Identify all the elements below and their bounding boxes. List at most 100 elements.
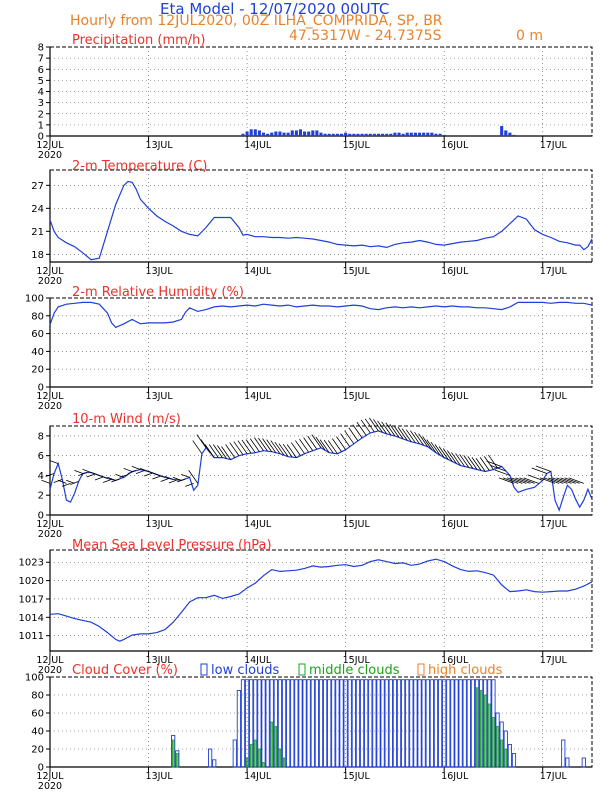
x-tick-label: 17JUL (540, 519, 568, 530)
wind-barb (78, 472, 88, 476)
wind-barb (102, 479, 112, 483)
wind-barb (418, 433, 429, 447)
wind-barb (270, 440, 281, 454)
wind-barb (393, 425, 404, 440)
y-tick-label: 0 (38, 763, 44, 774)
y-tick-label: 3 (38, 98, 44, 109)
low-cloud-bar (331, 679, 336, 768)
wind-barb (156, 473, 166, 478)
wind-barb (548, 477, 564, 484)
precip-bar (413, 132, 417, 136)
x-tick-label: 16JUL (441, 771, 469, 782)
y-tick-label: 18 (31, 250, 44, 261)
wind-barb (119, 474, 129, 478)
low-cloud-bar (396, 679, 402, 768)
wind-barb (519, 477, 535, 484)
series-line (49, 180, 593, 261)
middle-cloud-bar (254, 739, 257, 768)
wind-barb (307, 435, 318, 450)
wind-barb (332, 438, 342, 452)
wind-barb (176, 478, 186, 483)
middle-cloud-bar (475, 687, 479, 768)
y-tick-label: 1020 (19, 576, 44, 587)
chart-title: Eta Model - 12/07/2020 00UTC (160, 0, 390, 18)
x-tick-label: 16JUL (441, 391, 469, 402)
wind-barb (290, 442, 301, 456)
wind-barb (221, 446, 231, 460)
wind-barb (148, 471, 157, 475)
low-cloud-bar (236, 690, 241, 768)
wind-barb (278, 443, 289, 457)
x-tick-label: 17JUL (540, 655, 568, 666)
precip-bar (303, 131, 307, 136)
y-tick-label: 80 (31, 311, 44, 322)
wind-barb (531, 467, 547, 474)
precip-bar (344, 132, 348, 136)
wind-barb (336, 436, 346, 450)
low-cloud-bar (565, 757, 570, 768)
wind-barb (381, 421, 392, 436)
middle-cloud-bar (484, 694, 487, 768)
x-year-label: 2020 (38, 150, 62, 161)
wind-barb (488, 454, 498, 469)
low-cloud-bar (417, 679, 422, 768)
y-tick-label: 4 (38, 471, 44, 482)
x-tick-label: 15JUL (343, 655, 371, 666)
x-tick-label: 14JUL (244, 140, 272, 151)
precip-bar (294, 130, 298, 136)
wind-barb (486, 460, 502, 467)
low-cloud-bar (372, 679, 377, 768)
series-line (49, 558, 593, 642)
wind-barb (311, 434, 322, 448)
wind-barb (115, 473, 125, 478)
wind-barb (543, 477, 560, 484)
wind-barb (144, 472, 153, 477)
wind-barb (274, 441, 285, 456)
middle-cloud-bar (278, 748, 282, 768)
y-tick-label: 5 (38, 76, 44, 87)
wind-barb (192, 440, 203, 454)
low-cloud-bar (368, 679, 373, 768)
wind-barb (86, 473, 96, 478)
x-tick-label: 12JUL (36, 266, 64, 277)
wind-barb (364, 418, 375, 433)
x-tick-label: 12JUL (36, 655, 64, 666)
wind-barb (131, 466, 141, 470)
precip-bar (372, 133, 376, 136)
y-tick-label: 1014 (19, 613, 44, 624)
x-tick-label: 13JUL (146, 391, 174, 402)
wind-barb (451, 452, 461, 466)
y-tick-label: 2 (38, 491, 44, 502)
wind-barb (515, 477, 531, 484)
station-elevation: 0 m (516, 28, 543, 44)
wind-barb (254, 437, 264, 451)
wind-barb (560, 477, 576, 484)
wind-barb (568, 477, 584, 484)
y-tick-label: 60 (31, 709, 44, 720)
middle-cloud-bar (480, 690, 483, 768)
low-cloud-bar (433, 679, 439, 768)
wind-barb (212, 444, 223, 458)
precip-bar (331, 133, 335, 136)
precip-bar (307, 131, 311, 136)
x-tick-label: 16JUL (441, 140, 469, 151)
low-cloud-bar (507, 744, 512, 768)
legend-label: low clouds (211, 663, 280, 678)
wind-barb (527, 474, 543, 481)
chart-subtitle: Hourly from 12JUL2020, 00Z ILHA_COMPRIDA… (70, 13, 443, 29)
y-tick-label: 2 (38, 109, 44, 120)
x-tick-label: 16JUL (441, 266, 469, 277)
y-tick-label: 6 (38, 451, 44, 462)
x-tick-label: 13JUL (146, 771, 174, 782)
precip-bar (249, 129, 253, 136)
low-cloud-bar (437, 679, 443, 768)
wind-barb (455, 453, 466, 467)
wind-barb (360, 419, 371, 434)
wind-barb (123, 468, 133, 472)
precip-bar (290, 130, 294, 136)
y-tick-label: 100 (25, 673, 44, 684)
low-cloud-bar (240, 679, 246, 768)
x-year-label: 2020 (38, 781, 62, 792)
wind-barb (340, 433, 351, 447)
wind-barb (483, 456, 494, 470)
